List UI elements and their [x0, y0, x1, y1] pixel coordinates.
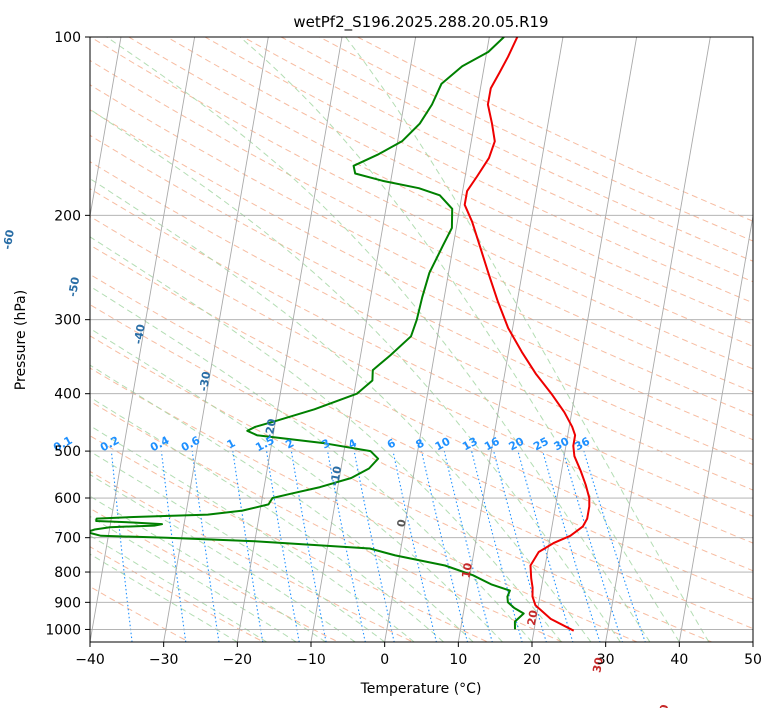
x-tick-label: −20 [223, 652, 253, 668]
plot-frame [89, 36, 754, 643]
isotherm-label: -20 [263, 417, 279, 439]
moist-adiabat-line [90, 364, 474, 642]
dry-adiabat-line [280, 37, 753, 262]
isotherm-label: 30 [590, 656, 605, 674]
dry-adiabat-line [90, 586, 190, 642]
y-tick-label: 1000 [45, 622, 81, 638]
mixing-ratio-label: 8 [414, 436, 427, 451]
dry-adiabat-line [90, 367, 639, 642]
moist-adiabat-line [106, 37, 651, 642]
mixing-ratio-line [421, 450, 469, 642]
dry-adiabat-line [90, 400, 564, 642]
isotherm-label: 20 [525, 609, 540, 627]
mixing-ratio-label: 13 [460, 435, 480, 454]
isotherm-line [384, 37, 490, 642]
x-tick-label: 20 [523, 652, 541, 668]
x-tick-label: −30 [149, 652, 179, 668]
x-axis-label: Temperature (°C) [360, 681, 482, 697]
y-tick-label: 900 [54, 595, 81, 611]
dry-adiabat-line [242, 37, 753, 283]
y-tick-label: 800 [54, 565, 81, 581]
moist-adiabat-line [90, 396, 444, 642]
moist-adiabat-line [90, 474, 356, 642]
isotherm-label: 40 [656, 703, 671, 708]
isotherm-line [752, 639, 753, 642]
x-tick-label: −40 [75, 652, 105, 668]
moist-adiabat-line [345, 37, 710, 642]
x-tick-label: 50 [744, 652, 762, 668]
dry-adiabat-line [204, 37, 753, 304]
moist-adiabat-line [90, 450, 385, 642]
x-tick-label: 0 [380, 652, 389, 668]
y-tick-label: 100 [54, 30, 81, 46]
mixing-ratio-label: 30 [552, 435, 572, 454]
isotherm-line [678, 213, 753, 642]
moist-adiabat-line [90, 108, 621, 642]
mixing-ratio-label: 25 [531, 435, 551, 454]
moist-adiabat-line [90, 553, 238, 642]
x-tick-label: 40 [670, 652, 688, 668]
dry-adiabat-line [90, 470, 415, 642]
mixing-ratio-line [110, 451, 133, 642]
y-tick-label: 500 [54, 444, 81, 460]
moist-adiabat-line [90, 285, 533, 642]
mixing-ratio-label: 16 [482, 435, 502, 454]
isotherm-label: -30 [197, 370, 213, 392]
temperature-profile-line [463, 37, 591, 632]
dewpoint-profile-line [90, 37, 525, 630]
x-tick-label: 10 [449, 652, 467, 668]
dry-adiabat-line [90, 435, 489, 642]
moist-adiabat-line [90, 236, 562, 642]
mixing-ratio-label: 20 [507, 435, 527, 454]
dry-adiabat-line [90, 507, 340, 642]
y-tick-label: 400 [54, 387, 81, 403]
isotherm-label: 10 [459, 562, 474, 580]
isotherm-label: -10 [328, 465, 344, 487]
moist-adiabat-line [90, 495, 326, 642]
isotherm-label: -60 [1, 228, 17, 250]
dry-adiabat-line [90, 244, 753, 572]
isotherm-label: -50 [66, 276, 82, 298]
mixing-ratio-label: 1 [225, 436, 238, 451]
moist-adiabat-line [90, 535, 268, 642]
mixing-ratio-line [443, 450, 493, 642]
x-tick-label: −10 [296, 652, 326, 668]
y-tick-label: 700 [54, 531, 81, 547]
isotherm-label: -40 [132, 323, 148, 345]
isotherm-label: 0 [395, 518, 409, 528]
y-tick-label: 600 [54, 491, 81, 507]
moist-adiabat-line [90, 327, 503, 642]
x-tick-label: 30 [597, 652, 615, 668]
isotherm-line [90, 37, 122, 219]
isotherm-line [605, 37, 711, 642]
isotherm-line [310, 37, 417, 642]
mixing-ratio-line [471, 450, 523, 642]
dry-adiabat-line [90, 84, 753, 417]
mixing-ratio-line [160, 451, 187, 642]
dry-adiabat-line [90, 134, 753, 466]
dry-adiabat-line [90, 215, 753, 544]
y-axis-label: Pressure (hPa) [13, 290, 29, 390]
isotherm-line [90, 37, 196, 642]
isotherm-line [163, 37, 269, 642]
mixing-ratio-label: 10 [433, 435, 453, 454]
dry-adiabat-line [90, 59, 753, 393]
dry-adiabat-line [128, 37, 753, 347]
chart-title: wetPf2_S196.2025.288.20.05.R19 [293, 13, 548, 32]
moist-adiabat-line [90, 178, 592, 642]
dry-adiabat-line [90, 546, 265, 642]
mixing-ratio-label: 36 [572, 435, 592, 454]
dry-adiabat-line [90, 37, 753, 370]
moist-adiabat-line [239, 37, 680, 642]
y-tick-label: 300 [54, 313, 81, 329]
mixing-ratio-line [266, 451, 300, 642]
isotherm-line [457, 37, 564, 642]
moist-adiabat-line [90, 425, 415, 642]
dry-adiabat-line [166, 37, 753, 325]
dry-adiabat-line [90, 161, 753, 491]
mixing-ratio-label: 6 [385, 436, 398, 451]
y-tick-label: 200 [54, 208, 81, 224]
isotherm-line [531, 37, 638, 642]
